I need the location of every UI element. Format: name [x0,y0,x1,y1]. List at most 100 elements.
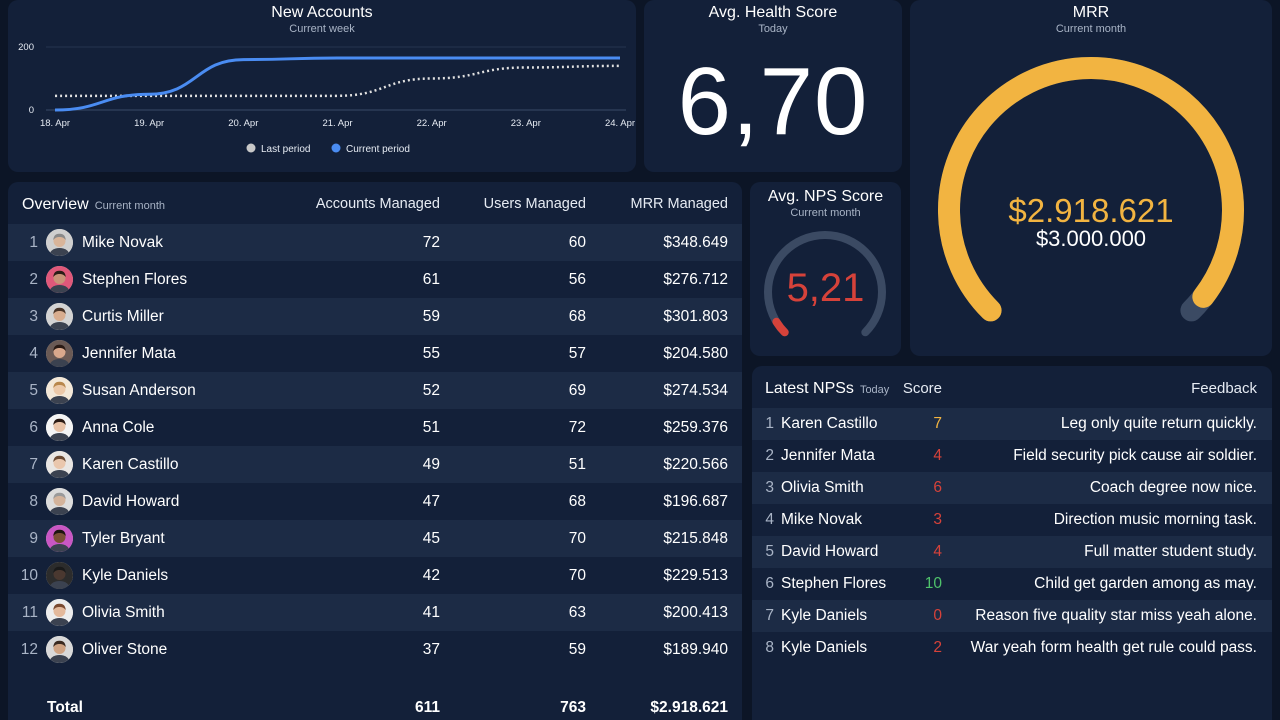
row-name: Kyle Daniels [781,607,868,624]
row-feedback: Full matter student study. [1084,543,1257,560]
row-accounts: 61 [422,271,440,288]
row-accounts: 37 [422,641,440,658]
total-accounts: 611 [414,699,440,716]
column-header-mrr[interactable]: MRR Managed [630,196,728,212]
row-name: Tyler Bryant [82,530,165,547]
mrr-gauge [938,57,1244,322]
row-rank: 3 [765,479,774,496]
row-users: 57 [568,345,586,362]
nps-score-title: Avg. NPS Score [767,188,884,205]
row-name: Stephen Flores [781,575,887,592]
row-score: 4 [933,447,942,464]
table-row[interactable]: 5 Susan Anderson 52 69 $274.534 [8,372,742,409]
row-name: Curtis Miller [82,308,164,325]
column-header-feedback[interactable]: Feedback [1191,380,1257,397]
avatar [46,451,73,478]
latest-nps-subtitle: Today [859,384,890,396]
row-users: 69 [568,382,586,399]
row-score: 3 [933,511,942,528]
table-row[interactable]: 9 Tyler Bryant 45 70 $215.848 [8,520,742,557]
table-row[interactable]: 3 Curtis Miller 59 68 $301.803 [8,298,742,335]
row-accounts: 55 [422,345,440,362]
table-row[interactable]: 7 Kyle Daniels 0 Reason five quality star m… [752,600,1272,632]
latest-nps-panel: Latest NPSs Today Score Feedback 1 Karen C… [752,366,1272,720]
legend-label-last-period[interactable]: Last period [261,144,310,155]
table-row[interactable]: 10 Kyle Daniels 42 70 $229.513 [8,557,742,594]
health-score-value: 6,70 [677,48,869,155]
row-accounts: 72 [422,234,440,251]
row-accounts: 42 [422,567,440,584]
legend-dot-last-period[interactable] [246,143,256,153]
table-row[interactable]: 4 Mike Novak 3 Direction music morning task… [752,504,1272,536]
mrr-subtitle: Current month [1055,23,1127,35]
mrr-gauge-fill [938,57,1244,322]
row-mrr: $259.376 [663,419,728,436]
row-rank: 5 [765,543,774,560]
column-header-accounts[interactable]: Accounts Managed [315,196,440,212]
x-tick-label: 21. Apr [322,118,352,129]
avatar [46,340,73,367]
column-header-score[interactable]: Score [902,380,942,397]
avatar [46,303,73,330]
mrr-panel: MRR Current month $2.918.621 $3.000.000 [910,0,1272,356]
avatar [46,229,73,256]
row-rank: 4 [765,511,774,528]
row-name: Mike Novak [781,511,862,528]
row-rank: 12 [20,641,38,658]
avatar [46,377,73,404]
avatar [46,525,73,552]
row-rank: 10 [20,567,38,584]
table-row[interactable]: 1 Mike Novak 72 60 $348.649 [8,224,742,261]
row-name: David Howard [82,493,180,510]
row-rank: 6 [765,575,774,592]
table-row[interactable]: 4 Jennifer Mata 55 57 $204.580 [8,335,742,372]
health-score-subtitle: Today [758,23,788,35]
table-row[interactable]: 3 Olivia Smith 6 Coach degree now nice. [752,472,1272,504]
row-rank: 4 [29,345,38,362]
legend-label-current-period[interactable]: Current period [346,144,410,155]
row-mrr: $189.940 [663,641,728,658]
row-mrr: $274.534 [663,382,728,399]
table-row[interactable]: 8 David Howard 47 68 $196.687 [8,483,742,520]
health-score-title: Avg. Health Score [708,4,838,21]
row-feedback: Leg only quite return quickly. [1060,415,1257,432]
row-name: Stephen Flores [82,271,188,288]
row-name: Anna Cole [82,419,155,436]
avatar [46,488,73,515]
row-mrr: $215.848 [663,530,728,547]
avatar [46,414,73,441]
row-name: Susan Anderson [82,382,196,399]
table-row[interactable]: 6 Stephen Flores 10 Child get garden among … [752,568,1272,600]
row-feedback: Coach degree now nice. [1089,479,1257,496]
column-header-users[interactable]: Users Managed [483,196,586,212]
avatar [46,562,73,589]
row-name: Oliver Stone [82,641,168,658]
table-row[interactable]: 6 Anna Cole 51 72 $259.376 [8,409,742,446]
table-row[interactable]: 12 Oliver Stone 37 59 $189.940 [8,631,742,668]
total-mrr: $2.918.621 [650,699,728,716]
row-accounts: 45 [422,530,440,547]
row-name: Karen Castillo [82,456,179,473]
row-name: Karen Castillo [781,415,878,432]
mrr-target: $3.000.000 [1035,226,1147,251]
latest-nps-title-text: Latest NPSs [765,380,854,397]
row-rank: 1 [29,234,38,251]
row-feedback: Field security pick cause air soldier. [1013,447,1257,464]
row-rank: 11 [21,604,38,621]
table-row[interactable]: 7 Karen Castillo 49 51 $220.566 [8,446,742,483]
health-score-panel: Avg. Health Score Today 6,70 [644,0,902,172]
row-name: Kyle Daniels [82,567,169,584]
table-row[interactable]: 5 David Howard 4 Full matter student study. [752,536,1272,568]
table-row[interactable]: 11 Olivia Smith 41 63 $200.413 [8,594,742,631]
y-tick-label: 200 [18,42,34,53]
row-score: 0 [933,607,942,624]
series-line-last-period [54,64,621,98]
row-feedback: Direction music morning task. [1053,511,1257,528]
table-row[interactable]: 2 Stephen Flores 61 56 $276.712 [8,261,742,298]
table-row[interactable]: 8 Kyle Daniels 2 War yeah form health get r… [752,632,1272,664]
table-row[interactable]: 2 Jennifer Mata 4 Field security pick cause… [752,440,1272,472]
table-row[interactable]: 1 Karen Castillo 7 Leg only quite return qu… [752,408,1272,440]
row-rank: 9 [29,530,38,547]
row-rank: 8 [29,493,38,510]
legend-dot-current-period[interactable] [331,143,341,153]
